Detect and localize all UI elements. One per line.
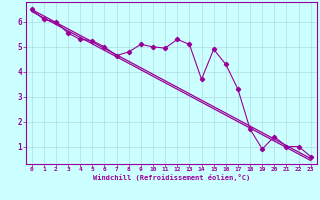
X-axis label: Windchill (Refroidissement éolien,°C): Windchill (Refroidissement éolien,°C) bbox=[92, 174, 250, 181]
